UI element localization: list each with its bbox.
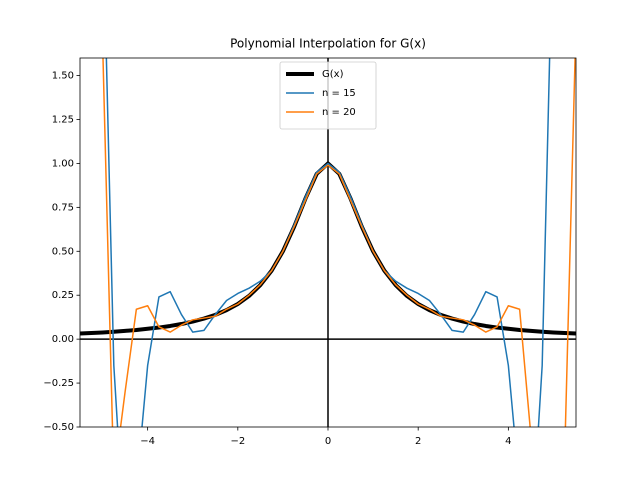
chart-title: Polynomial Interpolation for G(x) (230, 37, 426, 51)
legend-label: n = 20 (322, 107, 356, 118)
x-tick-label: 0 (325, 436, 331, 447)
y-tick-label: −0.50 (43, 422, 74, 433)
y-tick-label: 1.00 (52, 158, 74, 169)
y-tick-label: 0.50 (52, 246, 74, 257)
legend-label: n = 15 (322, 88, 356, 99)
x-tick-label: −2 (230, 436, 245, 447)
x-tick-label: −4 (140, 436, 155, 447)
series-line (102, 58, 576, 427)
y-tick-label: 1.25 (52, 115, 74, 126)
y-tick-label: 0.25 (52, 290, 74, 301)
series-line (105, 58, 551, 427)
legend-label: G(x) (322, 69, 344, 80)
y-tick-label: −0.25 (43, 378, 74, 389)
x-tick-label: 2 (415, 436, 421, 447)
y-tick-label: 0.00 (52, 334, 74, 345)
legend: G(x) n = 15 n = 20 (279, 61, 377, 130)
x-tick-label: 4 (505, 436, 511, 447)
y-tick-label: 1.50 (52, 71, 74, 82)
y-tick-label: 0.75 (52, 202, 74, 213)
